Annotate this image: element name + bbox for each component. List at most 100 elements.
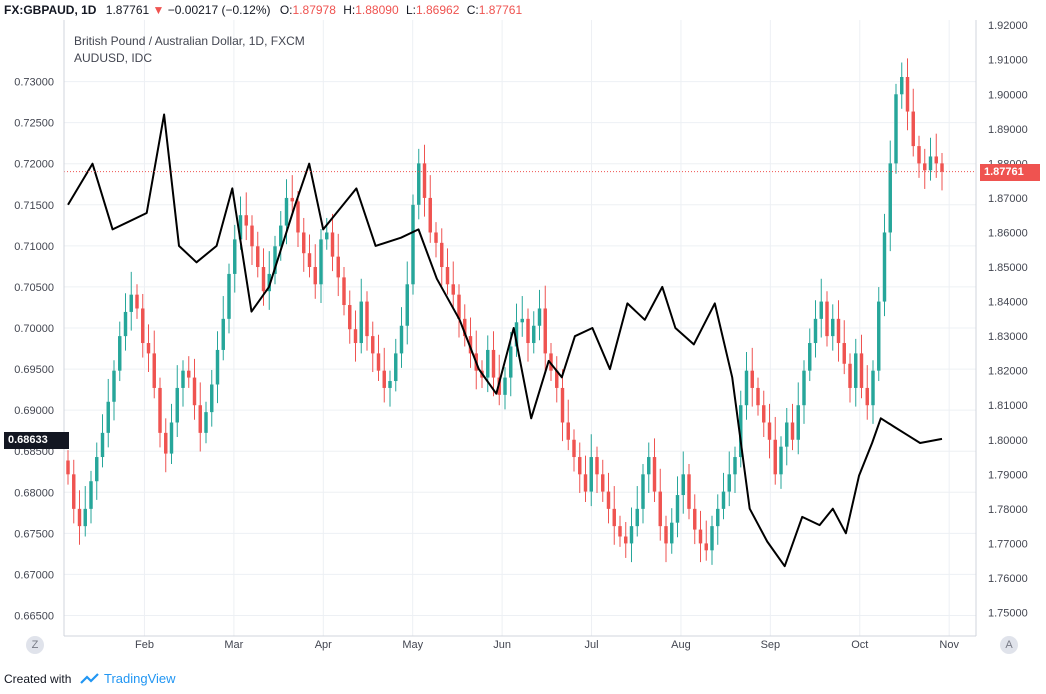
- right-tick-label: 1.89000: [988, 124, 1028, 136]
- low-value: 1.86962: [416, 3, 460, 17]
- candle-body: [652, 457, 657, 492]
- candle-body: [279, 225, 283, 247]
- right-tick-label: 1.86000: [988, 227, 1028, 239]
- candle-body: [842, 343, 846, 364]
- left-tick-label: 0.72000: [14, 159, 54, 171]
- candle-body: [647, 457, 651, 475]
- left-tick-label: 0.70000: [14, 323, 54, 335]
- close-label: C:: [466, 3, 479, 17]
- candle-body: [141, 308, 145, 344]
- candle-body: [785, 422, 789, 447]
- candle-body: [158, 387, 162, 433]
- candle-body: [572, 439, 576, 458]
- candle-body: [486, 349, 490, 378]
- candle-body: [658, 491, 662, 527]
- candle-body: [549, 353, 553, 371]
- candle-body: [934, 156, 938, 164]
- candle-body: [261, 267, 266, 292]
- candle-body: [227, 273, 231, 319]
- legend-compare-series[interactable]: AUDUSD, IDC: [74, 51, 153, 65]
- candle-body: [284, 197, 289, 226]
- open-label: O:: [279, 3, 293, 17]
- left-tick-label: 0.71000: [14, 241, 54, 253]
- candle-body: [606, 491, 611, 509]
- candle-body: [123, 311, 128, 337]
- candle-body: [733, 457, 737, 475]
- candle-body: [566, 422, 570, 440]
- zoom-button[interactable]: Z: [26, 636, 44, 654]
- candle-body: [129, 294, 133, 312]
- candle-body: [256, 246, 260, 268]
- candle-body: [509, 346, 513, 378]
- tradingview-link[interactable]: TradingView: [104, 671, 176, 686]
- candle-body: [808, 343, 812, 371]
- tradingview-logo-icon: [80, 673, 99, 684]
- candle-body: [520, 318, 524, 323]
- compare-price-badge: 0.68633: [4, 432, 69, 450]
- candle-body: [767, 422, 772, 440]
- right-tick-label: 1.82000: [988, 366, 1028, 378]
- candle-body: [399, 325, 404, 354]
- candle-body: [756, 387, 760, 406]
- candle-body: [250, 225, 254, 247]
- candle-body: [635, 508, 639, 527]
- candle-body: [865, 387, 869, 406]
- candle-body: [428, 197, 432, 233]
- candle-body: [928, 156, 933, 171]
- low-label: L:: [405, 3, 416, 17]
- month-tick-label: Oct: [851, 639, 868, 651]
- candle-body: [353, 329, 358, 344]
- symbol-title[interactable]: FX:GBPAUD, 1D: [4, 3, 97, 17]
- candle-body: [336, 256, 340, 278]
- candle-body: [376, 353, 381, 371]
- candle-body: [595, 457, 599, 475]
- auto-scale-button[interactable]: A: [1000, 636, 1018, 654]
- legend-main-series[interactable]: British Pound / Australian Dollar, 1D, F…: [74, 34, 305, 48]
- symbol-header: FX:GBPAUD, 1D 1.87761 ▼ −0.00217 (−0.12%…: [0, 0, 1046, 20]
- candle-body: [307, 253, 312, 268]
- left-tick-label: 0.69000: [14, 405, 54, 417]
- candle-body: [359, 301, 363, 344]
- gbpaud-candles: [66, 58, 944, 565]
- candle-body: [192, 377, 197, 406]
- candle-body: [750, 370, 754, 388]
- candle-body: [365, 301, 369, 337]
- candle-body: [675, 495, 680, 523]
- created-with-text: Created with: [4, 672, 72, 686]
- candle-body: [670, 522, 674, 544]
- candle-body: [681, 474, 685, 496]
- candle-body: [198, 405, 202, 433]
- right-tick-label: 1.75000: [988, 608, 1028, 620]
- high-value: 1.88090: [355, 3, 399, 17]
- price-change: −0.00217 (−0.12%): [167, 3, 271, 17]
- candle-body: [434, 232, 438, 243]
- candle-body: [710, 526, 714, 551]
- candle-body: [779, 446, 783, 475]
- candle-body: [877, 301, 881, 371]
- month-tick-label: Mar: [224, 639, 243, 651]
- candle-body: [716, 508, 720, 527]
- candle-body: [698, 529, 703, 544]
- candle-body: [624, 536, 628, 544]
- month-tick-label: Jun: [493, 639, 511, 651]
- candle-body: [514, 322, 519, 347]
- candle-body: [388, 381, 392, 388]
- candle-body: [601, 474, 605, 492]
- right-tick-label: 1.77000: [988, 538, 1028, 550]
- candle-body: [618, 526, 622, 537]
- close-value: 1.87761: [478, 3, 523, 17]
- candle-body: [813, 318, 818, 344]
- axes: 0.73000 0.72500 0.72000 0.71500 0.71000 0.705…: [14, 20, 1028, 651]
- candle-body: [923, 163, 927, 171]
- candle-body: [187, 370, 191, 378]
- left-tick-label: 0.67500: [14, 528, 54, 540]
- candle-body: [727, 474, 731, 492]
- candle-body: [348, 305, 352, 330]
- candle-body: [491, 349, 496, 378]
- candle-body: [118, 336, 122, 371]
- candle-body: [106, 401, 110, 433]
- chart-area[interactable]: 0.73000 0.72500 0.72000 0.71500 0.71000 0.705…: [0, 20, 1046, 664]
- chart-canvas[interactable]: 0.73000 0.72500 0.72000 0.71500 0.71000 0.705…: [0, 20, 1046, 664]
- candle-body: [273, 246, 277, 274]
- candle-body: [417, 163, 421, 205]
